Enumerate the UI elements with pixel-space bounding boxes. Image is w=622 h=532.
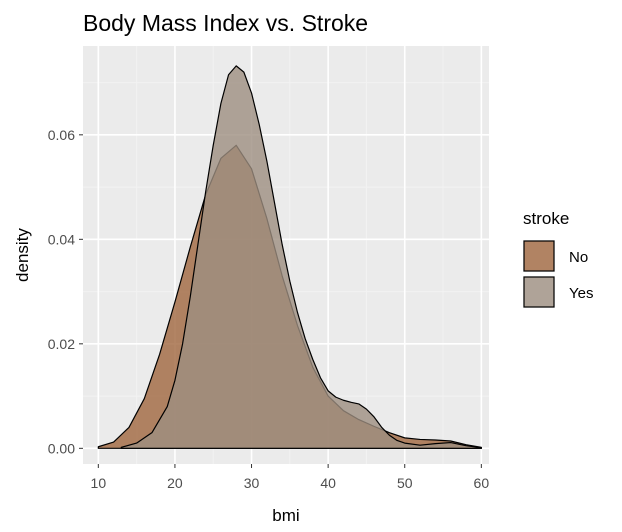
legend-label-yes: Yes: [569, 285, 593, 302]
x-tick-label: 30: [244, 475, 260, 491]
x-tick-label: 60: [474, 475, 490, 491]
legend-title: stroke: [523, 209, 569, 228]
y-axis-title: density: [13, 228, 32, 282]
x-tick-label: 50: [397, 475, 413, 491]
axis-layer: 10 20 30 40 50 60 0.00 0.02 0.04 0.06: [48, 127, 490, 491]
legend: stroke No Yes: [523, 209, 593, 308]
y-tick-label: 0.00: [48, 440, 75, 456]
legend-key-no: [523, 240, 555, 272]
legend-key-yes: [523, 276, 555, 308]
y-tick-label: 0.02: [48, 336, 75, 352]
x-axis-title: bmi: [272, 506, 299, 525]
x-tick-label: 40: [320, 475, 336, 491]
y-tick-label: 0.06: [48, 127, 75, 143]
series-layer: [97, 65, 482, 449]
x-tick-label: 20: [167, 475, 183, 491]
y-tick-label: 0.04: [48, 231, 75, 247]
chart-title: Body Mass Index vs. Stroke: [83, 10, 368, 36]
legend-label-no: No: [569, 249, 588, 266]
density-area-yes: [120, 65, 482, 449]
x-tick-label: 10: [91, 475, 107, 491]
